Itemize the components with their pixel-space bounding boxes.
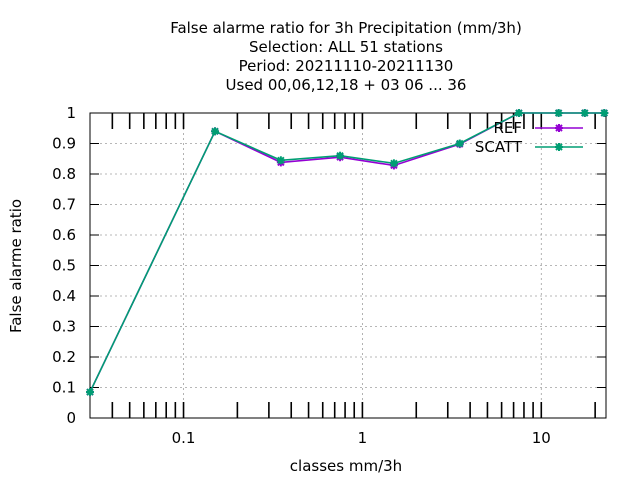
point-scatt: [455, 139, 464, 148]
y-axis-label: False alarme ratio: [7, 199, 25, 333]
y-tick-label: 0.4: [52, 287, 76, 305]
series-line-ref: [89, 112, 605, 393]
legend-label-scatt: SCATT: [475, 138, 523, 156]
y-tick-label: 0.1: [52, 379, 76, 397]
y-tick-label: 0.5: [52, 257, 76, 275]
x-axis-label: classes mm/3h: [290, 457, 402, 475]
legend-label-ref: REF: [493, 119, 522, 137]
y-tick-label: 0.3: [52, 318, 76, 336]
chart-title: False alarme ratio for 3h Precipitation …: [170, 19, 522, 94]
y-tick-label: 0.9: [52, 135, 76, 153]
point-scatt: [336, 151, 345, 160]
y-tick-label: 0.2: [52, 348, 76, 366]
point-scatt: [554, 109, 563, 117]
plot-frame: [89, 112, 607, 419]
title-line-1: False alarme ratio for 3h Precipitation …: [170, 19, 522, 37]
x-tick-labels: 0.1 1 10: [172, 429, 551, 447]
y-tick-label: 1: [66, 104, 76, 122]
point-scatt: [600, 109, 609, 117]
legend-marker-ref: [555, 124, 563, 132]
title-line-4: Used 00,06,12,18 + 03 06 ... 36: [226, 76, 467, 94]
point-scatt: [580, 109, 589, 117]
grid: [90, 113, 606, 418]
point-scatt: [276, 156, 285, 165]
y-tick-label: 0.7: [52, 196, 76, 214]
point-scatt: [86, 388, 94, 397]
x-tick-label: 0.1: [172, 429, 196, 447]
series-line-scatt: [89, 112, 605, 393]
y-tick-label: 0.8: [52, 165, 76, 183]
axis-ticks: [90, 112, 606, 419]
point-scatt: [514, 109, 523, 117]
title-line-3: Period: 20211110-20211130: [239, 57, 454, 75]
point-scatt: [211, 127, 220, 136]
point-scatt: [389, 159, 398, 168]
x-tick-label: 10: [532, 429, 551, 447]
x-tick-label: 1: [358, 429, 368, 447]
title-line-2: Selection: ALL 51 stations: [249, 38, 443, 56]
legend-marker-scatt: [555, 143, 563, 151]
series-group: [86, 109, 609, 397]
y-tick-label: 0: [66, 409, 76, 427]
y-tick-label: 0.6: [52, 226, 76, 244]
y-tick-labels: 0 0.1 0.2 0.3 0.4 0.5 0.6 0.7 0.8 0.9 1: [52, 104, 76, 427]
